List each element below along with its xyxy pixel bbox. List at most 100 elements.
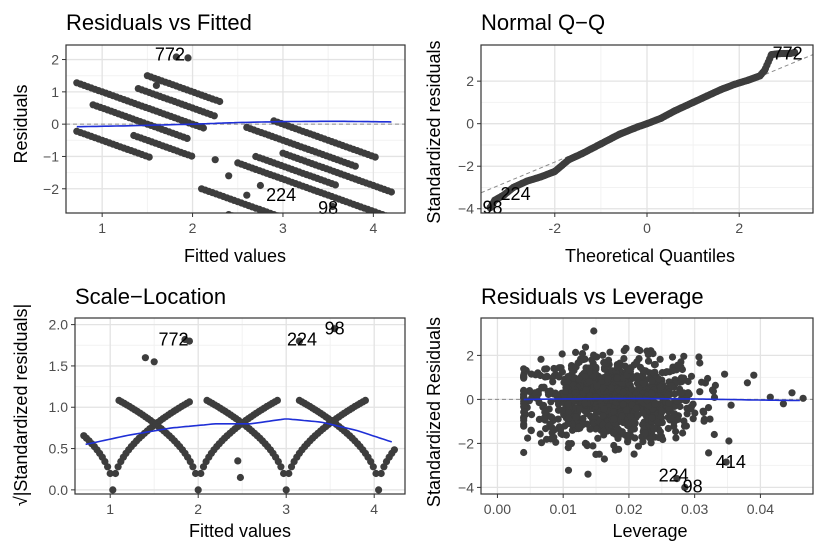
data-point: [634, 411, 642, 419]
data-point: [632, 404, 641, 412]
data-point: [777, 49, 785, 58]
data-point: [607, 384, 616, 392]
data-point: [643, 396, 651, 404]
data-point: [585, 378, 593, 386]
data-point: [579, 355, 588, 364]
data-point: [756, 72, 764, 80]
data-point: [575, 375, 583, 384]
data-point: [654, 418, 662, 426]
y-tick-label: 1.0: [49, 399, 69, 415]
data-points: [73, 53, 395, 241]
data-point: [106, 469, 114, 478]
data-point: [615, 130, 623, 138]
data-point: [673, 475, 681, 483]
data-point: [700, 408, 708, 416]
data-point: [669, 367, 677, 375]
data-point: [680, 352, 688, 360]
data-point: [524, 434, 532, 442]
data-point: [296, 220, 303, 227]
data-point: [141, 354, 149, 362]
data-point: [599, 351, 607, 359]
data-point: [269, 227, 276, 234]
data-point: [546, 387, 555, 395]
panel-border: [480, 317, 814, 495]
data-point: [628, 385, 636, 393]
data-points: [520, 327, 807, 491]
data-point: [282, 486, 290, 494]
data-point: [586, 425, 594, 433]
x-tick-label: 0.02: [615, 501, 642, 517]
data-point: [500, 191, 508, 199]
data-point: [633, 358, 641, 366]
data-point: [624, 438, 632, 446]
data-point: [486, 204, 494, 212]
data-point: [520, 387, 528, 395]
data-point: [643, 120, 651, 128]
data-point: [150, 358, 158, 366]
data-point: [541, 373, 549, 381]
data-point: [183, 134, 191, 142]
data-point: [371, 153, 379, 161]
data-point: [520, 373, 528, 381]
data-point: [590, 327, 598, 335]
data-point: [581, 399, 589, 407]
data-point: [674, 361, 682, 369]
y-tick-label: 0.5: [49, 441, 69, 457]
x-tick-label: 0.00: [484, 501, 511, 517]
data-point: [779, 400, 788, 408]
data-point: [721, 370, 729, 378]
data-point: [314, 227, 321, 234]
data-point: [554, 396, 562, 404]
data-point: [256, 181, 264, 190]
data-point: [584, 470, 592, 478]
data-point: [576, 405, 584, 413]
data-point: [725, 437, 733, 445]
y-axis-label: Residuals: [11, 84, 31, 163]
x-tick-label: 3: [279, 220, 287, 236]
data-point: [722, 458, 730, 466]
data-point: [194, 486, 202, 494]
data-point: [564, 466, 573, 474]
y-tick-label: −4: [458, 201, 474, 217]
data-point: [561, 387, 570, 395]
data-point: [623, 431, 631, 439]
data-point: [717, 86, 725, 94]
data-point: [572, 363, 580, 371]
data-point: [664, 424, 672, 433]
data-point: [658, 407, 666, 415]
data-point: [597, 140, 605, 148]
data-point: [679, 429, 687, 437]
data-point: [247, 219, 254, 226]
data-point: [600, 455, 609, 463]
data-point: [184, 54, 192, 62]
data-point: [578, 149, 587, 158]
data-point: [243, 191, 251, 199]
data-point: [639, 380, 648, 388]
x-tick-label: 4: [370, 501, 378, 517]
data-point: [543, 435, 551, 443]
y-axis-label: Standardized Residuals: [424, 317, 444, 507]
data-point: [625, 366, 633, 374]
data-point: [578, 350, 587, 358]
data-point: [280, 469, 288, 478]
data-point: [610, 415, 618, 423]
x-tick-label: 0.01: [550, 501, 577, 517]
data-point: [520, 393, 528, 401]
y-axis-label: √|Standardized residuals|: [11, 304, 31, 506]
panel-background: [66, 45, 405, 213]
data-point: [548, 374, 557, 382]
data-point: [639, 366, 647, 374]
data-point: [626, 413, 635, 421]
data-point: [647, 389, 656, 398]
data-point: [572, 348, 580, 356]
panel-title: Residuals vs Leverage: [481, 284, 704, 309]
data-point: [604, 375, 612, 383]
data-point: [687, 372, 696, 380]
y-tick-label: −2: [458, 435, 474, 451]
minor-grid: [66, 45, 405, 213]
data-point: [369, 463, 377, 471]
data-point: [290, 234, 297, 241]
data-point: [579, 414, 587, 423]
x-tick-label: 0.04: [747, 501, 774, 517]
